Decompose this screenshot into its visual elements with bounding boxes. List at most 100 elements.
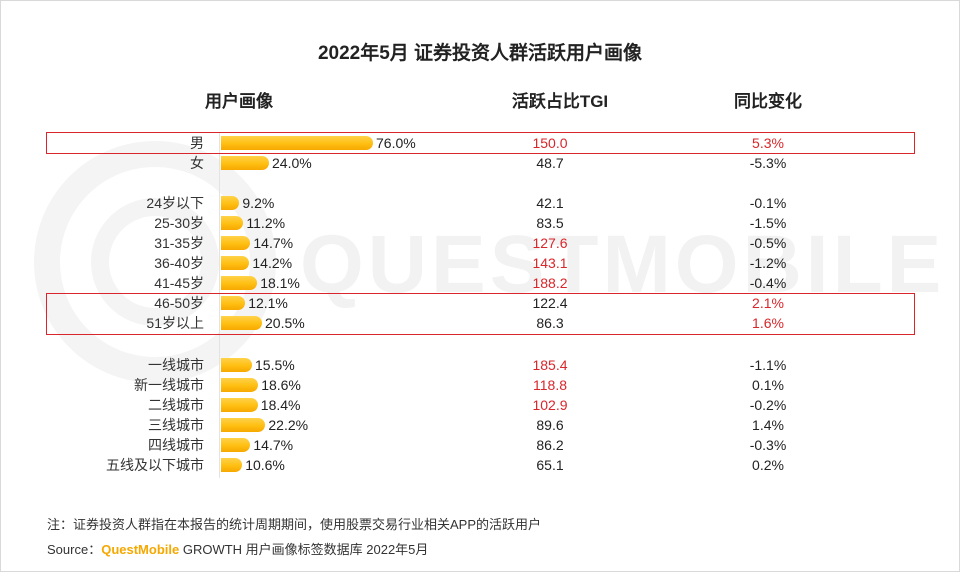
yoy-change-value: 5.3%	[752, 135, 784, 151]
bar-value-label: 12.1%	[248, 295, 288, 311]
yoy-change-value: -0.3%	[749, 437, 787, 453]
bar	[221, 136, 373, 150]
category-label: 一线城市	[148, 357, 204, 373]
bar-value-label: 15.5%	[255, 357, 295, 373]
highlight-box-gender	[46, 132, 915, 154]
chart-title: 2022年5月 证券投资人群活跃用户画像	[317, 43, 643, 64]
yoy-change-value: -1.1%	[749, 357, 787, 373]
bar-value-label: 14.7%	[253, 437, 294, 453]
tgi-value: 83.5	[536, 215, 564, 231]
tgi-value: 86.3	[536, 315, 564, 331]
tgi-value: 42.1	[536, 195, 564, 211]
bar-value-label: 11.2%	[246, 215, 286, 231]
bar	[221, 418, 266, 432]
chart-row: 新一线城市 18.6% 118.8 0.1%	[0, 375, 960, 395]
yoy-change-value: 0.2%	[752, 457, 784, 473]
bar-value-label: 14.7%	[253, 235, 294, 251]
tgi-value: 48.7	[536, 155, 564, 171]
chart-row: 24岁以下 9.2% 42.1 -0.1%	[0, 193, 960, 213]
bar	[221, 196, 240, 210]
bar-value-label: 18.1%	[260, 275, 300, 291]
tgi-value: 150.0	[532, 135, 568, 151]
bar	[221, 458, 243, 472]
yoy-change-value: -0.1%	[749, 195, 787, 211]
bar-value-label: 9.2%	[242, 195, 275, 211]
tgi-value: 143.1	[532, 255, 568, 271]
tgi-value: 86.2	[536, 437, 564, 453]
source-brand: QuestMobile	[101, 542, 180, 557]
category-label: 三线城市	[148, 417, 204, 433]
category-label: 二线城市	[148, 397, 204, 413]
source-label: Source：	[47, 542, 102, 557]
bar-value-label: 10.6%	[245, 457, 285, 473]
tgi-value: 188.2	[532, 275, 568, 291]
category-label: 四线城市	[148, 437, 204, 453]
chart-row: 51岁以上 20.5% 86.3 1.6%	[0, 313, 960, 333]
chart-row: 31-35岁 14.7% 127.6 -0.5%	[0, 233, 960, 253]
bar	[221, 316, 262, 330]
tgi-value: 122.4	[532, 295, 568, 311]
chart-row: 男 76.0% 150.0 5.3%	[0, 133, 960, 153]
category-label: 41-45岁	[154, 275, 204, 291]
bar	[221, 358, 252, 372]
bar	[221, 378, 259, 392]
category-label: 25-30岁	[154, 215, 204, 231]
chart-row: 二线城市 18.4% 102.9 -0.2%	[0, 395, 960, 415]
bar-value-label: 24.0%	[272, 155, 312, 171]
tgi-value: 185.4	[532, 357, 568, 373]
category-axis-line	[219, 133, 220, 478]
bar-value-label: 18.6%	[261, 377, 301, 393]
category-label: 女	[190, 155, 204, 171]
bar	[221, 276, 258, 290]
yoy-change-value: -0.5%	[749, 235, 787, 251]
chart-row: 25-30岁 11.2% 83.5 -1.5%	[0, 213, 960, 233]
tgi-value: 89.6	[536, 417, 564, 433]
chart-row: 四线城市 14.7% 86.2 -0.3%	[0, 435, 960, 455]
yoy-change-value: 2.1%	[752, 295, 784, 311]
chart-row: 五线及以下城市 10.6% 65.1 0.2%	[0, 455, 960, 475]
yoy-change-value: -1.2%	[749, 255, 787, 271]
tgi-value: 102.9	[532, 397, 568, 413]
bar	[221, 398, 258, 412]
footnote: 注：证券投资人群指在本报告的统计周期期间，使用股票交易行业相关APP的活跃用户	[47, 517, 542, 532]
chart-row: 46-50岁 12.1% 122.4 2.1%	[0, 293, 960, 313]
chart-row: 36-40岁 14.2% 143.1 -1.2%	[0, 253, 960, 273]
category-label: 31-35岁	[154, 235, 204, 251]
bar-value-label: 22.2%	[268, 417, 309, 433]
tgi-value: 118.8	[533, 377, 567, 393]
chart-row: 41-45岁 18.1% 188.2 -0.4%	[0, 273, 960, 293]
tgi-value: 65.1	[536, 457, 564, 473]
column-header-yoy: 同比变化	[734, 92, 802, 111]
category-label: 46-50岁	[154, 295, 204, 311]
source-line: Source：QuestMobile GROWTH 用户画像标签数据库 2022…	[47, 539, 428, 558]
bar-value-label: 76.0%	[376, 135, 416, 151]
source-detail: GROWTH 用户画像标签数据库 2022年5月	[179, 542, 429, 557]
bar-value-label: 20.5%	[265, 315, 305, 331]
chart-row: 女 24.0% 48.7 -5.3%	[0, 153, 960, 173]
yoy-change-value: -0.2%	[749, 397, 787, 413]
category-label: 51岁以上	[146, 315, 204, 331]
bar	[221, 296, 246, 310]
category-label: 新一线城市	[134, 377, 204, 393]
yoy-change-value: -5.3%	[749, 155, 787, 171]
category-label: 男	[190, 135, 204, 151]
category-label: 24岁以下	[146, 195, 204, 211]
bar-value-label: 14.2%	[252, 255, 293, 271]
category-label: 五线及以下城市	[106, 457, 204, 473]
bar	[221, 236, 251, 250]
tgi-value: 127.6	[532, 235, 568, 251]
yoy-change-value: 1.6%	[752, 315, 784, 331]
category-label: 36-40岁	[154, 255, 204, 271]
yoy-change-value: 0.1%	[752, 377, 784, 393]
chart-row: 三线城市 22.2% 89.6 1.4%	[0, 415, 960, 435]
watermark-text: QUESTMOBILE	[300, 219, 945, 310]
bar	[221, 438, 251, 452]
bar	[221, 156, 269, 170]
yoy-change-value: -0.4%	[749, 275, 787, 291]
highlight-box-age	[46, 293, 915, 335]
column-header-tgi: 活跃占比TGI	[511, 92, 609, 111]
yoy-change-value: 1.4%	[752, 417, 784, 433]
yoy-change-value: -1.5%	[749, 215, 787, 231]
chart-row: 一线城市 15.5% 185.4 -1.1%	[0, 355, 960, 375]
